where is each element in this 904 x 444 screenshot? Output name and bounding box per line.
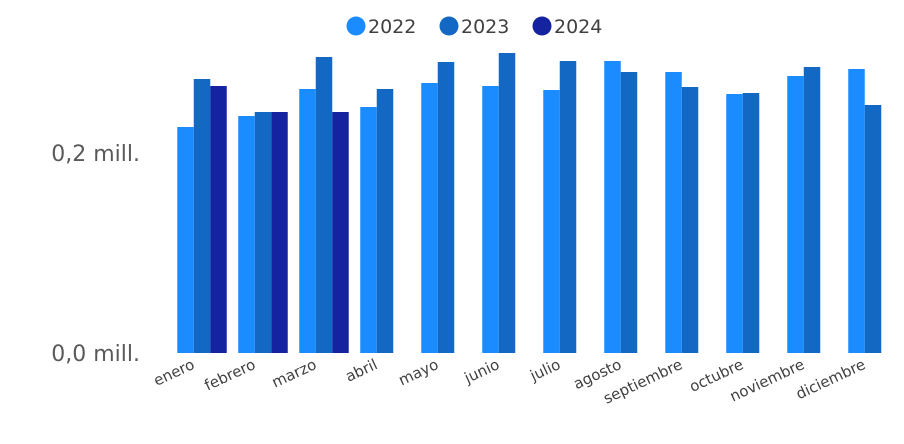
legend-label: 2022 [368,16,416,38]
bar-2023-junio[interactable] [498,53,516,353]
legend-marker [346,16,366,36]
bar-2022-septiembre[interactable] [665,72,682,353]
x-tick-label: enero [151,355,198,389]
legend-item-2024[interactable]: 2024 [532,16,603,38]
bar-2022-mayo[interactable] [421,83,438,353]
bar-2023-febrero[interactable] [254,112,272,353]
bar-2023-septiembre[interactable] [681,87,699,353]
x-tick-label: julio [526,355,563,385]
bar-2022-octubre[interactable] [726,94,743,353]
bar-2022-noviembre[interactable] [787,76,804,353]
bar-2022-julio[interactable] [543,90,560,353]
x-tick-label: diciembre [793,355,868,403]
y-tick-label: 0,2 mill. [51,142,140,167]
bar-2023-enero[interactable] [193,79,211,353]
legend-label: 2023 [461,16,509,38]
bar-2023-diciembre[interactable] [864,105,882,353]
legend-item-2022[interactable]: 2022 [346,16,417,38]
bar-2023-octubre[interactable] [742,93,760,353]
legend-marker [532,16,552,36]
bar-2022-marzo[interactable] [299,89,316,353]
legend-label: 2024 [554,16,602,38]
bar-2022-febrero[interactable] [238,116,255,353]
y-axis: 0,0 mill. 0,2 mill. [51,142,140,367]
bar-2022-junio[interactable] [482,86,499,353]
x-tick-label: abril [343,355,381,385]
legend-marker [439,16,459,36]
bar-2024-marzo[interactable] [332,112,349,353]
bar-2023-marzo[interactable] [315,57,333,353]
bar-2024-enero[interactable] [210,86,227,353]
x-tick-label: febrero [202,355,259,394]
legend-item-2023[interactable]: 2023 [439,16,510,38]
chart-legend: 2022 2023 2024 [346,16,603,38]
x-tick-label: junio [461,355,503,387]
bar-2023-abril[interactable] [376,89,394,353]
y-tick-label: 0,0 mill. [51,342,140,367]
bar-2023-mayo[interactable] [437,62,455,353]
bar-2023-noviembre[interactable] [803,67,821,353]
x-axis: enero febrero marzo abril mayo junio julio agos… [151,355,869,407]
bar-2023-agosto[interactable] [620,72,638,353]
bar-2022-abril[interactable] [360,107,377,353]
bar-2024-febrero[interactable] [271,112,288,353]
x-tick-label: marzo [269,355,319,391]
x-tick-label: mayo [396,355,442,389]
bar-2022-enero[interactable] [177,127,194,353]
bar-2023-julio[interactable] [559,61,577,353]
chart-bars [177,53,882,353]
bar-2022-agosto[interactable] [604,61,621,353]
bar-2022-diciembre[interactable] [848,69,865,353]
